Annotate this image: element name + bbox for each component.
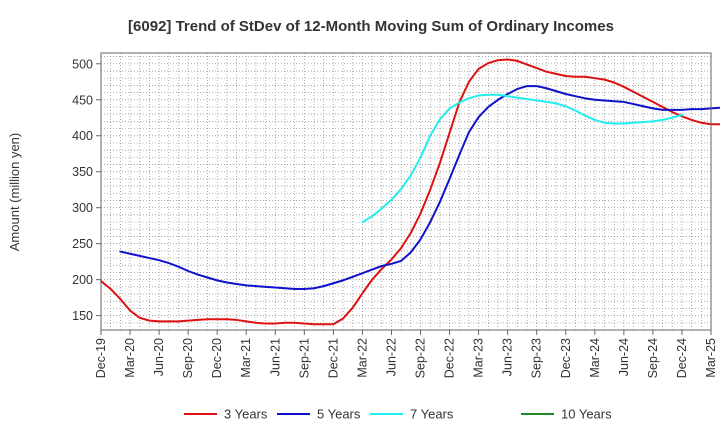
- x-tick-label: Mar-23: [472, 338, 486, 378]
- y-tick-label: 400: [72, 129, 93, 143]
- legend-label: 10 Years: [561, 407, 612, 422]
- x-tick-label: Mar-22: [355, 338, 369, 378]
- x-tick-label: Jun-24: [617, 338, 631, 376]
- series-line-3-years: [100, 58, 720, 326]
- legend-label: 3 Years: [224, 407, 268, 422]
- x-tick-label: Dec-22: [443, 338, 457, 378]
- x-tick-label: Jun-22: [384, 338, 398, 376]
- x-tick-label: Sep-24: [646, 338, 660, 378]
- y-tick-label: 450: [72, 93, 93, 107]
- y-axis-label: Amount (million yen): [7, 133, 22, 252]
- y-tick-label: 250: [72, 237, 93, 251]
- y-tick-label: 150: [72, 309, 93, 323]
- legend-label: 7 Years: [410, 407, 454, 422]
- series-line-7-years: [361, 93, 683, 224]
- x-tick-label: Mar-20: [123, 338, 137, 378]
- x-tick-label: Jun-23: [501, 338, 515, 376]
- x-tick-label: Dec-21: [326, 338, 340, 378]
- x-tick-label: Mar-25: [704, 338, 718, 378]
- x-tick-label: Dec-19: [94, 338, 108, 378]
- series-group: [100, 58, 720, 326]
- x-tick-label: Sep-23: [530, 338, 544, 378]
- x-tick-label: Jun-20: [152, 338, 166, 376]
- y-axis: 150 200 250 300 350 400 450 500: [72, 57, 101, 323]
- legend: 3 Years 5 Years 7 Years 10 Years: [184, 407, 612, 422]
- x-tick-label: Dec-23: [559, 338, 573, 378]
- plot-frame: [100, 52, 712, 331]
- x-tick-label: Mar-21: [239, 338, 253, 378]
- chart-title: [6092] Trend of StDev of 12-Month Moving…: [128, 18, 614, 35]
- x-tick-label: Sep-20: [181, 338, 195, 378]
- y-tick-label: 300: [72, 201, 93, 215]
- x-tick-label: Sep-22: [414, 338, 428, 378]
- x-tick-label: Mar-24: [588, 338, 602, 378]
- series-line-5-years: [119, 85, 720, 290]
- x-tick-label: Dec-24: [675, 338, 689, 378]
- y-tick-label: 200: [72, 273, 93, 287]
- x-tick-label: Jun-21: [268, 338, 282, 376]
- legend-label: 5 Years: [317, 407, 361, 422]
- grid: [101, 53, 711, 330]
- x-tick-label: Sep-21: [297, 338, 311, 378]
- x-tick-label: Dec-20: [210, 338, 224, 378]
- y-tick-label: 500: [72, 57, 93, 71]
- y-tick-label: 350: [72, 165, 93, 179]
- x-axis: Dec-19 Mar-20 Jun-20 Sep-20 Dec-20 Mar-21 Jun-…: [94, 330, 718, 378]
